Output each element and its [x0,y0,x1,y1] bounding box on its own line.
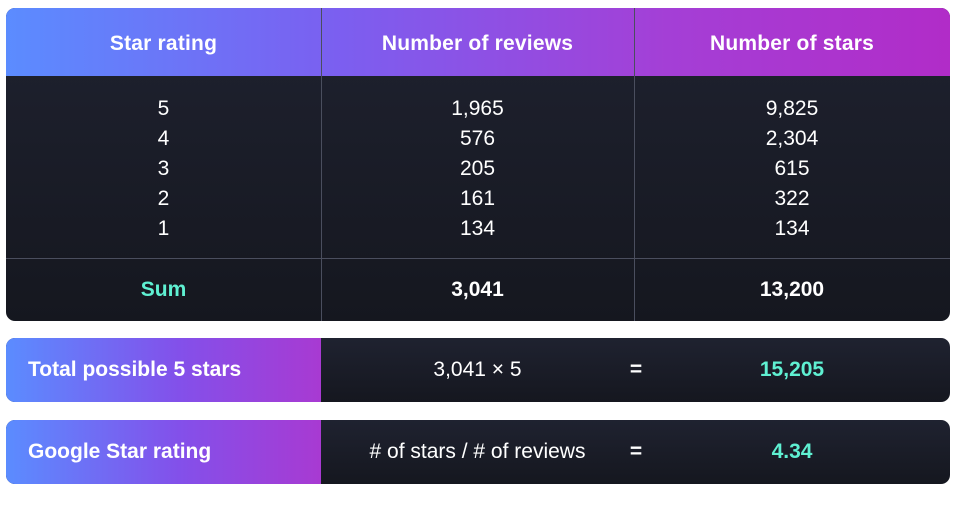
stars-column: 9,825 2,304 615 322 134 [634,94,950,244]
equals-sign: = [629,440,643,463]
reviews-cell: 205 [459,157,496,180]
header-star-rating: Star rating [109,32,218,55]
column-divider [321,8,322,321]
google-rating-expression: # of stars / # of reviews [369,440,586,463]
ratings-column: 5 4 3 2 1 [6,94,321,244]
total-possible-row: Total possible 5 stars 3,041 × 5 = 15,20… [6,338,950,402]
star-rating-table: Star rating Number of reviews Number of … [6,8,950,321]
sum-divider [6,258,950,259]
total-possible-result: 15,205 [759,358,825,381]
reviews-cell: 161 [459,187,496,210]
google-rating-result: 4.34 [771,440,813,463]
reviews-column: 1,965 576 205 161 134 [321,94,634,244]
sum-label: Sum [140,278,187,301]
reviews-cell: 1,965 [451,97,504,120]
rating-cell: 4 [157,127,170,150]
reviews-cell: 576 [459,127,496,150]
table-header [6,8,950,76]
total-possible-label: Total possible 5 stars [6,338,321,402]
stars-cell: 2,304 [765,127,819,150]
rating-cell: 5 [157,97,170,120]
stars-cell: 322 [774,187,810,210]
stars-cell: 615 [774,157,810,180]
equals-sign: = [629,358,643,381]
header-number-of-reviews: Number of reviews [381,32,574,55]
rating-cell: 3 [157,157,170,180]
google-rating-row: Google Star rating # of stars / # of rev… [6,420,950,484]
header-number-of-stars: Number of stars [709,32,875,55]
sum-stars: 13,200 [759,278,825,301]
rating-cell: 1 [157,217,170,240]
total-possible-expression: 3,041 × 5 [433,358,522,381]
stars-cell: 134 [774,217,810,240]
sum-reviews: 3,041 [451,278,504,301]
rating-cell: 2 [157,187,170,210]
google-rating-label: Google Star rating [6,420,321,484]
column-divider [634,8,635,321]
reviews-cell: 134 [459,217,496,240]
stars-cell: 9,825 [765,97,819,120]
